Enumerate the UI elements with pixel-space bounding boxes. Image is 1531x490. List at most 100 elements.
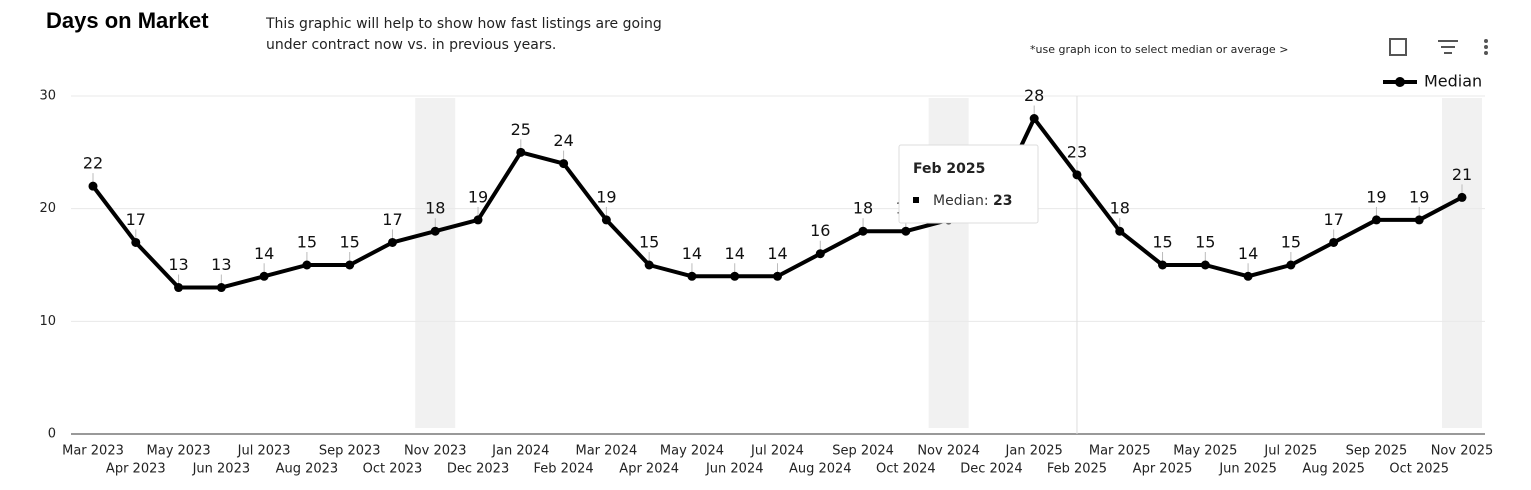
point <box>1115 226 1125 236</box>
x-tick-label: Feb 2025 <box>1047 462 1107 477</box>
data-label: 21 <box>1452 165 1472 184</box>
x-tick-label: Jun 2025 <box>1218 462 1277 477</box>
legend-marker <box>1395 77 1405 87</box>
x-tick-label: Jul 2024 <box>750 444 804 459</box>
data-label: 14 <box>767 244 787 263</box>
menu-icon[interactable] <box>1484 51 1488 55</box>
chart-title: Days on Market <box>46 8 209 33</box>
x-tick-label: Nov 2025 <box>1431 444 1494 459</box>
y-tick-label: 30 <box>39 89 56 104</box>
note: *use graph icon to select median or aver… <box>1030 43 1288 56</box>
point <box>387 237 397 247</box>
data-label: 28 <box>1024 86 1044 105</box>
point <box>1158 260 1168 270</box>
x-tick-label: Dec 2023 <box>447 462 509 477</box>
data-label: 16 <box>810 221 830 240</box>
point <box>174 283 184 293</box>
highlight-band <box>415 98 456 428</box>
point <box>302 260 312 270</box>
x-tick-label: May 2025 <box>1173 444 1237 459</box>
point <box>1243 271 1253 281</box>
x-tick-label: Mar 2023 <box>62 444 124 459</box>
data-label: 14 <box>1238 244 1258 263</box>
x-tick-label: Jan 2025 <box>1005 444 1063 459</box>
point <box>1286 260 1296 270</box>
data-label: 19 <box>1366 187 1386 206</box>
data-label: 23 <box>1067 142 1087 161</box>
point <box>1414 215 1424 225</box>
x-tick-label: Oct 2023 <box>363 462 423 477</box>
point <box>88 181 98 191</box>
point <box>1371 215 1381 225</box>
x-tick-label: Sep 2025 <box>1346 444 1408 459</box>
x-tick-label: Apr 2023 <box>106 462 166 477</box>
icons[interactable] <box>1389 38 1488 56</box>
point <box>430 226 440 236</box>
point <box>815 249 825 259</box>
tooltip: Feb 2025 Median: 23 <box>898 144 1039 224</box>
data-label: 19 <box>468 187 488 206</box>
menu-icon[interactable] <box>1484 39 1488 43</box>
x-tick-label: Sep 2024 <box>832 444 894 459</box>
data-label: 17 <box>126 210 146 229</box>
point <box>1329 237 1339 247</box>
y-tick-label: 10 <box>39 314 56 329</box>
tooltip-swatch <box>913 197 919 203</box>
tooltip-box <box>898 144 1039 224</box>
data-label: 25 <box>511 120 531 139</box>
data-label: 15 <box>639 233 659 252</box>
data-label: 14 <box>254 244 274 263</box>
y-tick-label: 20 <box>39 201 56 216</box>
x-tick-label: Aug 2025 <box>1302 462 1365 477</box>
x-tick-label: Nov 2024 <box>917 444 980 459</box>
description-box: This graphic will help to show how fast … <box>266 16 662 53</box>
data-label: 18 <box>425 199 445 218</box>
point <box>601 215 611 225</box>
x-tick-label: Feb 2024 <box>533 462 593 477</box>
data-label: 19 <box>1409 187 1429 206</box>
tooltip-title: Feb 2025 <box>913 161 985 177</box>
point <box>345 260 355 270</box>
x-tick-label: Jul 2025 <box>1263 444 1317 459</box>
point <box>1457 192 1467 202</box>
x-tick-label: Apr 2024 <box>619 462 679 477</box>
tooltip-value: 23 <box>993 193 1012 209</box>
x-tick-label: Mar 2024 <box>576 444 638 459</box>
x-tick-label: Mar 2025 <box>1089 444 1151 459</box>
point <box>1029 114 1039 124</box>
x-tick-label: Aug 2024 <box>789 462 852 477</box>
point <box>1200 260 1210 270</box>
data-label: 18 <box>1110 199 1130 218</box>
x-tick-label: Jun 2023 <box>192 462 251 477</box>
point <box>773 271 782 281</box>
description: This graphic will help to show how fast … <box>266 16 662 53</box>
data-label: 15 <box>340 233 360 252</box>
data-label: 15 <box>1281 233 1301 252</box>
data-label: 14 <box>682 244 702 263</box>
x-tick-label: Sep 2023 <box>319 444 381 459</box>
data-label: 18 <box>853 199 873 218</box>
data-label: 22 <box>83 154 103 173</box>
x-tick-label: Oct 2025 <box>1389 462 1449 477</box>
point <box>730 271 740 281</box>
x-tick-label: May 2024 <box>660 444 724 459</box>
x-tick-label: Nov 2023 <box>404 444 467 459</box>
x-tick-label: May 2023 <box>147 444 211 459</box>
point <box>1072 170 1082 180</box>
x-tick-label: Aug 2023 <box>276 462 339 477</box>
point <box>259 271 269 281</box>
x-tick-label: Oct 2024 <box>876 462 936 477</box>
data-label: 13 <box>211 255 231 274</box>
data-label: 17 <box>1323 210 1343 229</box>
data-label: 14 <box>725 244 745 263</box>
point <box>559 159 569 169</box>
point <box>216 283 226 293</box>
menu-icon[interactable] <box>1484 45 1488 49</box>
x-tick-label: Jun 2024 <box>705 462 764 477</box>
data-label: 17 <box>382 210 402 229</box>
point <box>687 271 697 281</box>
point <box>858 226 868 236</box>
data-label: 19 <box>596 187 616 206</box>
chart-icon[interactable] <box>1389 38 1407 56</box>
